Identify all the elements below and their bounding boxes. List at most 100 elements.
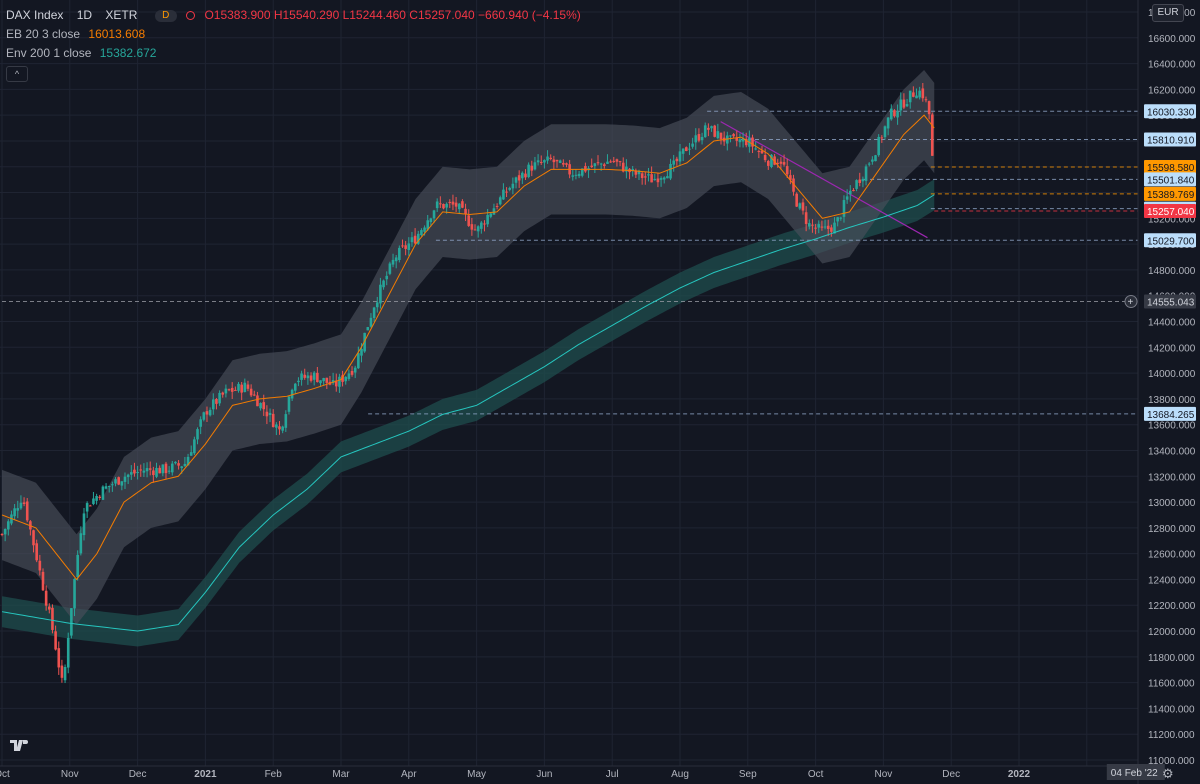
time-tick-label: Nov — [875, 769, 893, 780]
price-tick-label: 13200.000 — [1148, 472, 1196, 483]
candle-body — [404, 245, 407, 249]
collapse-legend-icon[interactable]: ^ — [6, 66, 28, 82]
price-level-label[interactable]: 15501.840 — [1147, 175, 1195, 186]
candle-body — [751, 137, 754, 147]
price-level-label[interactable]: 15029.700 — [1147, 236, 1195, 247]
candle-body — [205, 411, 209, 415]
candle-body — [618, 161, 622, 163]
time-axis[interactable]: Oct Nov Dec 2021 Feb Mar Apr May Jun Jul Aug Sep Oct… — [0, 764, 1174, 781]
add-alert-icon[interactable] — [1124, 295, 1138, 309]
candle-body — [221, 392, 225, 395]
candle-body — [183, 463, 187, 467]
legend-symbol[interactable]: DAX Index — [6, 8, 64, 22]
legend-env-row[interactable]: Env 200 1 close 15382.672 — [6, 44, 581, 63]
horizontal-levels[interactable] — [2, 110, 1138, 415]
candle-body — [508, 187, 512, 190]
price-level-label-bg[interactable] — [1144, 406, 1196, 421]
candle-body — [177, 463, 180, 466]
price-level-label[interactable]: 15810.910 — [1147, 136, 1195, 147]
settings-gear-icon[interactable]: ⚙ — [1162, 766, 1174, 781]
price-tick-label: 13600.000 — [1148, 421, 1196, 432]
candle-body — [637, 170, 641, 175]
currency-selector[interactable]: EUR — [1152, 4, 1184, 22]
candle-body — [861, 178, 865, 182]
candle-body — [886, 117, 890, 129]
trendline[interactable] — [720, 121, 928, 239]
legend-ohlc: O15383.900 H15540.290 L15244.460 C15257.… — [204, 8, 581, 22]
candle-body — [394, 257, 398, 262]
price-tick-label: 11600.000 — [1148, 679, 1195, 690]
candle-body — [521, 172, 524, 179]
candle-body — [760, 150, 764, 154]
candle-body — [123, 476, 127, 482]
candle-body — [912, 92, 915, 97]
candle-body — [549, 157, 553, 160]
candle-body — [653, 178, 657, 181]
candle-body — [609, 161, 612, 163]
price-level-label-bg[interactable] — [1144, 159, 1196, 174]
price-level-label[interactable]: 16030.330 — [1147, 107, 1195, 118]
price-level-label-bg[interactable] — [1144, 104, 1196, 119]
candle-body — [275, 424, 278, 428]
time-tick-label: Feb — [265, 769, 283, 780]
candle-body — [596, 162, 600, 164]
candle-body — [669, 163, 672, 179]
price-level-label[interactable]: 15389.769 — [1147, 190, 1195, 201]
candle-body — [360, 348, 363, 356]
legend-symbol-row[interactable]: DAX Index 1D XETR D O15383.900 H15540.29… — [6, 6, 581, 25]
price-level-label-bg[interactable] — [1144, 294, 1196, 309]
candle-body — [117, 477, 120, 485]
candle-body — [558, 160, 562, 163]
candle-body — [732, 134, 735, 137]
legend-interval[interactable]: 1D — [76, 8, 93, 22]
candle-body — [331, 380, 335, 384]
candle-body — [599, 163, 603, 165]
candle-body — [644, 176, 647, 178]
trend-line[interactable] — [720, 121, 928, 239]
price-level-label-bg[interactable] — [1144, 233, 1196, 248]
candle-body — [823, 226, 827, 228]
price-level-label-bg[interactable] — [1144, 186, 1196, 201]
candle-body — [369, 317, 373, 327]
candle-body — [234, 389, 237, 391]
candle-body — [208, 409, 212, 416]
price-tick-label: 12800.000 — [1148, 524, 1196, 535]
candle-body — [621, 162, 625, 172]
price-level-label[interactable]: 13684.265 — [1147, 410, 1195, 421]
candle-body — [246, 384, 250, 389]
candle-body — [555, 159, 559, 162]
add-alert-plus: + — [1128, 297, 1134, 308]
tradingview-logo-icon[interactable] — [8, 736, 30, 758]
candle-body — [259, 403, 262, 409]
price-axis[interactable]: 16800.00016600.00016400.00016200.0001600… — [1124, 0, 1200, 784]
price-level-label[interactable]: 15257.040 — [1147, 207, 1195, 218]
candle-body — [848, 190, 852, 195]
candle-body — [297, 380, 300, 383]
env-indicator-label[interactable]: Env 200 1 close — [6, 46, 92, 60]
market-status-icon[interactable] — [186, 11, 196, 21]
candle-body — [896, 111, 899, 118]
price-level-label-bg[interactable] — [1144, 203, 1196, 218]
candle-body — [420, 230, 423, 236]
eb-indicator-label[interactable]: EB 20 3 close — [6, 27, 81, 41]
envelope-band-eb — [2, 70, 935, 625]
price-level-label-bg[interactable] — [1144, 132, 1196, 147]
legend-eb-row[interactable]: EB 20 3 close 16013.608 — [6, 25, 581, 44]
eb-indicator-value: 16013.608 — [88, 27, 146, 41]
price-level-label[interactable]: 14555.043 — [1147, 298, 1195, 309]
candle-body — [883, 126, 887, 138]
candle-body — [353, 367, 357, 373]
price-tick-label: 12400.000 — [1148, 575, 1196, 586]
delayed-badge[interactable]: D — [154, 9, 177, 22]
time-tick-label: Sep — [739, 769, 757, 780]
price-level-label-bg[interactable] — [1144, 172, 1196, 187]
time-tick-label: Apr — [401, 769, 417, 780]
price-level-label[interactable]: 15598.580 — [1147, 163, 1195, 174]
candle-body — [675, 158, 679, 162]
candle-body — [603, 164, 606, 167]
candle-body — [375, 302, 379, 308]
candle-body — [782, 162, 786, 165]
candle-body — [480, 222, 483, 229]
candle-body — [227, 389, 231, 391]
